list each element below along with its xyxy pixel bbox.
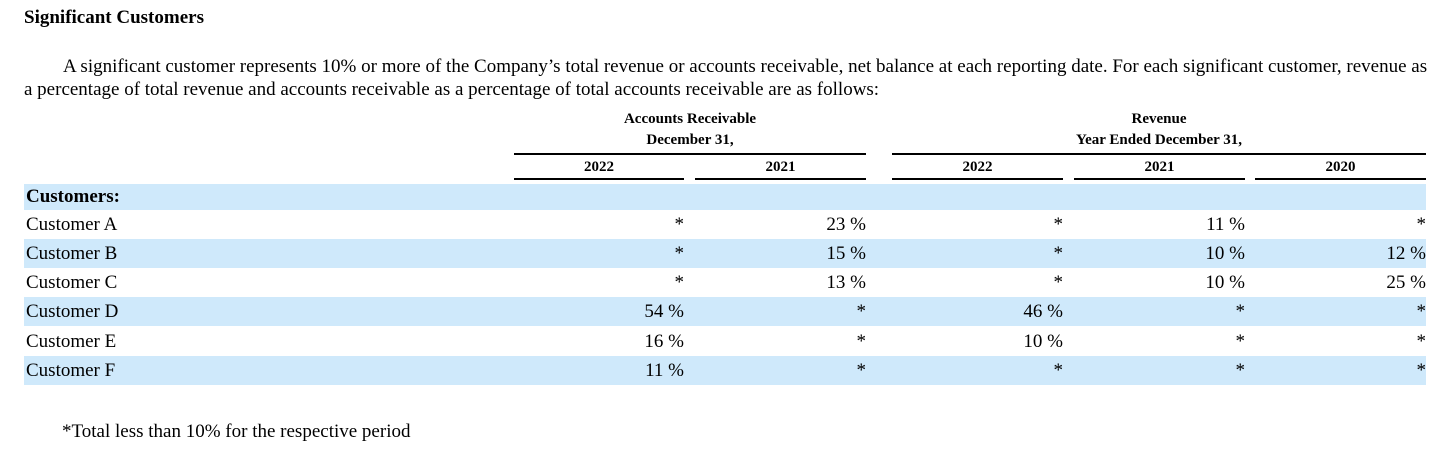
- year-header-ar-2022: 2022: [514, 157, 684, 180]
- revenue-rule: [892, 153, 1426, 155]
- table-cell: 10 %: [1205, 271, 1245, 293]
- table-cell: *: [1053, 242, 1064, 264]
- accounts-receivable-title: Accounts Receivable: [623, 111, 757, 127]
- table-cell: *: [1416, 213, 1427, 235]
- table-cell: *: [856, 359, 867, 381]
- table-cell: *: [1053, 359, 1064, 381]
- table-cell: *: [674, 242, 685, 264]
- table-cell: 10 %: [1023, 330, 1063, 352]
- table-cell: 16 %: [644, 330, 684, 352]
- accounts-receivable-header: Accounts Receivable December 31,: [514, 109, 866, 151]
- table-cell: 23 %: [826, 213, 866, 235]
- table-cell: 11 %: [645, 359, 684, 381]
- revenue-title: Revenue: [1131, 111, 1187, 127]
- table-row: Customer D 54 % * 46 % * *: [24, 297, 1426, 326]
- customer-name: Customer F: [26, 359, 116, 381]
- year-header-rev-2020: 2020: [1255, 157, 1426, 180]
- table-cell: 46 %: [1023, 300, 1063, 322]
- table-row: Customer F 11 % * * * *: [24, 356, 1426, 385]
- table-cell: 10 %: [1205, 242, 1245, 264]
- table-cell: *: [674, 271, 685, 293]
- section-label-row: Customers:: [24, 184, 1426, 210]
- table-cell: *: [1416, 300, 1427, 322]
- table-cell: *: [856, 330, 867, 352]
- table-cell: *: [1053, 271, 1064, 293]
- table-cell: *: [1235, 359, 1246, 381]
- customers-section-label: Customers:: [26, 186, 120, 207]
- customer-name: Customer A: [26, 213, 118, 235]
- customer-name: Customer C: [26, 271, 118, 293]
- table-cell: 54 %: [644, 300, 684, 322]
- year-header-rev-2022: 2022: [892, 157, 1063, 180]
- revenue-header: Revenue Year Ended December 31,: [892, 109, 1426, 151]
- table-row: Customer C * 13 % * 10 % 25 %: [24, 268, 1426, 297]
- table-cell: *: [856, 300, 867, 322]
- revenue-period: Year Ended December 31,: [1075, 132, 1243, 148]
- table-cell: *: [674, 213, 685, 235]
- table-cell: *: [1416, 330, 1427, 352]
- table-cell: *: [1053, 213, 1064, 235]
- table-row: Customer E 16 % * 10 % * *: [24, 327, 1426, 356]
- year-header-rev-2021: 2021: [1074, 157, 1245, 180]
- table-cell: *: [1416, 359, 1427, 381]
- accounts-receivable-rule: [514, 153, 866, 155]
- year-header-ar-2021: 2021: [695, 157, 866, 180]
- table-cell: 15 %: [826, 242, 866, 264]
- customer-name: Customer B: [26, 242, 118, 264]
- table-cell: 25 %: [1386, 271, 1426, 293]
- table-row: Customer B * 15 % * 10 % 12 %: [24, 239, 1426, 268]
- customer-name: Customer D: [26, 300, 119, 322]
- footnote: *Total less than 10% for the respective …: [62, 421, 411, 442]
- table-cell: *: [1235, 300, 1246, 322]
- accounts-receivable-date: December 31,: [646, 132, 734, 148]
- table-row: Customer A * 23 % * 11 % *: [24, 210, 1426, 239]
- customer-name: Customer E: [26, 330, 117, 352]
- table-cell: 13 %: [826, 271, 866, 293]
- table-cell: 11 %: [1206, 213, 1245, 235]
- section-title: Significant Customers: [24, 7, 204, 28]
- table-cell: *: [1235, 330, 1246, 352]
- intro-paragraph: A significant customer represents 10% or…: [24, 56, 1428, 100]
- table-cell: 12 %: [1386, 242, 1426, 264]
